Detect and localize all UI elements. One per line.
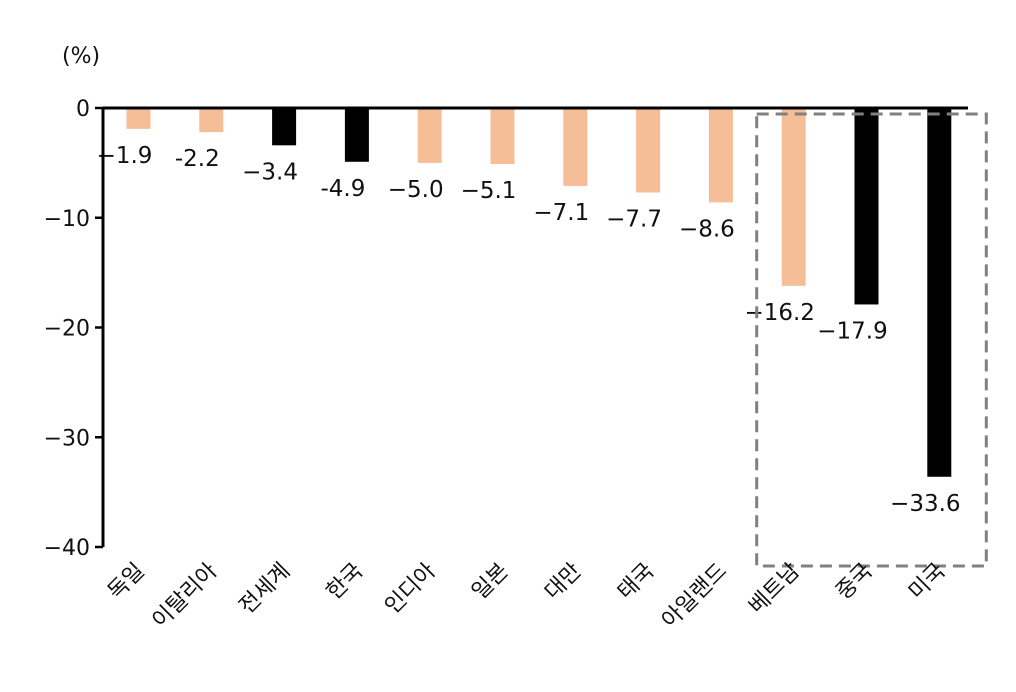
x-tick-label: 이탈리아 <box>148 559 223 634</box>
bar <box>272 108 297 146</box>
x-tick-label: 한국 <box>322 559 368 605</box>
bar <box>126 108 151 129</box>
x-tick-label: 전세계 <box>235 559 296 620</box>
x-tick-label: 중국 <box>831 559 877 605</box>
y-tick-label: −30 <box>44 426 90 451</box>
bar <box>563 108 588 186</box>
y-tick-label: −20 <box>44 317 90 342</box>
y-tick-label: 0 <box>76 97 90 122</box>
bar <box>417 108 442 163</box>
data-label: −5.0 <box>388 177 444 203</box>
data-label: −3.4 <box>242 159 298 185</box>
x-tick-label: 인디아 <box>380 559 441 620</box>
data-label: −16.2 <box>744 300 814 326</box>
data-label: −7.1 <box>533 200 589 226</box>
data-label: −8.6 <box>679 216 735 242</box>
bar <box>781 108 806 286</box>
bar <box>636 108 661 193</box>
bar <box>854 108 879 305</box>
x-tick-label: 베트남 <box>744 559 805 620</box>
y-unit-label: (%) <box>62 44 100 69</box>
data-label: −5.1 <box>461 178 517 204</box>
value-labels: −1.9 -2.2 −3.4 -4.9 −5.0 −5.1 −7.1 −7.7 −8.6 −16.… <box>97 143 961 517</box>
bar <box>199 108 224 133</box>
y-tick-label: −10 <box>44 207 90 232</box>
data-label: −7.7 <box>606 207 662 233</box>
x-tick-label: 태국 <box>613 559 659 605</box>
x-tick-label: 독일 <box>103 559 149 605</box>
bar <box>708 108 733 203</box>
x-tick-label: 대만 <box>540 559 586 605</box>
data-label: −17.9 <box>817 318 887 344</box>
y-axis-ticks: 0 −10 −20 −30 −40 <box>44 97 103 561</box>
bar <box>344 108 369 162</box>
highlight-box <box>755 112 988 568</box>
bar <box>927 108 952 477</box>
data-label: −33.6 <box>890 491 960 517</box>
x-tick-label: 아일랜드 <box>657 559 732 634</box>
bars <box>126 108 952 477</box>
data-label: −1.9 <box>97 143 153 169</box>
data-label: -4.9 <box>320 176 365 202</box>
data-label: -2.2 <box>175 146 220 172</box>
bar <box>490 108 515 164</box>
y-tick-label: −40 <box>44 536 90 561</box>
x-tick-label: 일본 <box>467 559 513 605</box>
